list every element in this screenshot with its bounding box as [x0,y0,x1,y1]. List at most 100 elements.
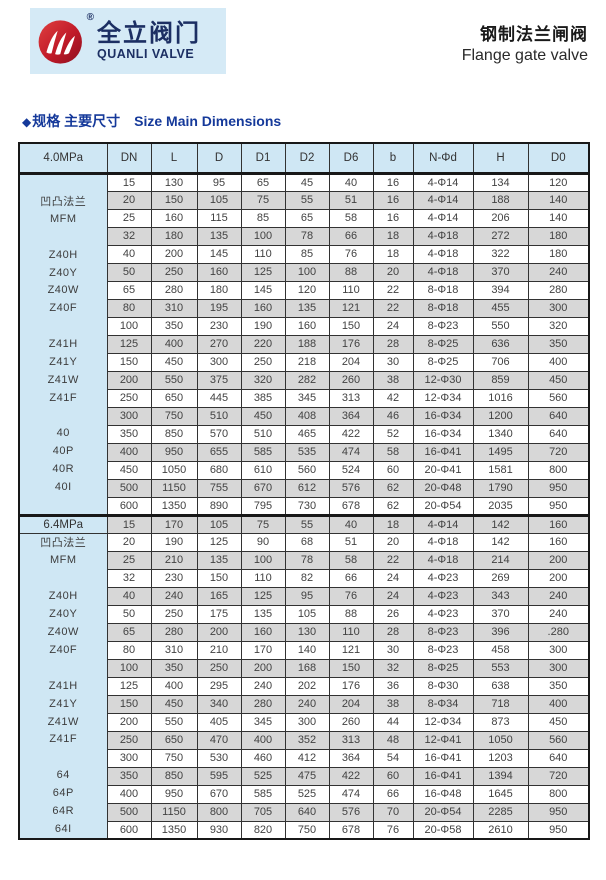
dimension-cell: 950 [150,784,198,804]
dimension-cell: 204 [328,694,374,714]
dimension-cell: 20 [106,532,152,552]
dimension-cell: 2035 [472,496,529,516]
model-label: Z40H [48,590,78,603]
dimension-cell: 270 [196,334,242,354]
dimension-cell: 4-Φ18 [412,550,474,570]
dimension-cell: 450 [106,460,152,480]
dimension-cell: 180 [196,280,242,300]
dimension-cell: 180 [527,244,590,264]
dimension-cell: 24 [372,586,414,606]
dimension-cell: 1200 [472,406,529,426]
dimension-cell: 200 [240,658,286,678]
dimension-cell: 150 [196,568,242,588]
dimension-cell: 210 [150,550,198,570]
dimension-cell: 422 [328,424,374,444]
dimension-cell: 16 [372,172,414,192]
table-row: 300 750 530 460 412 364 54 16-Φ41 1203 640 [19,748,590,768]
dimension-cell: 950 [527,820,590,840]
table-row: 400 950 655 585 535 474 58 16-Φ41 1495 720 [19,442,590,462]
dimension-cell: 40 [106,586,152,606]
dimension-cell: 405 [196,712,242,732]
dimension-cell: 200 [527,550,590,570]
model-label: 40 [56,427,70,440]
dimension-cell: 320 [240,370,286,390]
dimension-cell: 820 [240,820,286,840]
model-label: 64R [52,805,75,818]
dimension-cell: 16-Φ34 [412,424,474,444]
dimension-cell: 32 [372,658,414,678]
dimension-cell: 550 [150,370,198,390]
dimension-cell: 4-Φ14 [412,190,474,210]
dimension-cell: 230 [196,316,242,336]
dimension-cell: 636 [472,334,529,354]
dimension-cell: 300 [527,640,590,660]
dimension-cell: 525 [240,766,286,786]
dimension-cell: 730 [284,496,330,516]
dimension-cell: 206 [472,208,529,228]
dimension-cell: 640 [527,424,590,444]
dimension-cell: 65 [284,208,330,228]
dimension-cell: 553 [472,658,529,678]
dimension-cell: 280 [150,280,198,300]
table-row: 400 950 670 585 525 474 66 16-Φ48 1645 800 [19,784,590,804]
table-row: 450 1050 680 610 560 524 60 20-Φ41 1581 800 [19,460,590,480]
dimension-cell: 260 [328,370,374,390]
table-row: 500 1150 755 670 612 576 62 20-Φ48 1790 950 [19,478,590,498]
dimension-cell: 76 [372,820,414,840]
dimension-cell: 160 [527,513,590,534]
dimension-cell: 58 [328,550,374,570]
dimension-cell: 530 [196,748,242,768]
dimension-cell: 150 [150,190,198,210]
dimension-cell: 70 [372,802,414,822]
dimension-cell: 300 [527,298,590,318]
dimension-cell: 58 [328,208,374,228]
dimension-cell: 195 [196,298,242,318]
dimension-cell: 200 [196,622,242,642]
dimension-cell: 38 [372,694,414,714]
dimension-cell: 15 [106,172,152,192]
model-label: 64 [56,769,70,782]
dimension-cell: 458 [472,640,529,660]
dimension-cell: 32 [106,568,152,588]
model-label: 64P [52,787,74,800]
dimension-cell: 400 [150,334,198,354]
dimension-cell: 30 [372,640,414,660]
brand-header: ® 全立阀门 QUANLI VALVE [30,8,226,74]
page-title: 钢制法兰闸阀 Flange gate valve [462,20,588,65]
dimension-cell: 188 [284,334,330,354]
table-row: 125 400 270 220 188 176 28 8-Φ25 636 350 [19,334,590,354]
model-label: Z40F [49,302,78,315]
dimension-cell: 22 [372,298,414,318]
dimension-cell: 45 [284,172,330,192]
dimension-cell: 269 [472,568,529,588]
dimension-cell: 720 [527,766,590,786]
dimension-cell: 32 [106,226,152,246]
dimension-cell: 1350 [150,496,198,516]
dimension-cell: 20-Φ41 [412,460,474,480]
dimension-cell: 310 [150,640,198,660]
dimension-cell: 400 [527,694,590,714]
column-header: D1 [240,142,286,175]
table-row: 100 350 250 200 168 150 32 8-Φ25 553 300 [19,658,590,678]
dimension-cell: 51 [328,532,374,552]
dimension-cell: 250 [150,604,198,624]
dimension-cell: 1645 [472,784,529,804]
dimension-cell: 202 [284,676,330,696]
dimension-cell: 100 [106,658,152,678]
dimension-cell: 168 [284,658,330,678]
dimension-cell: 18 [372,226,414,246]
dimension-cell: 150 [328,658,374,678]
dimension-cell: 300 [284,712,330,732]
table-row: 凹凸法兰 MFM Z40H Z40Y Z40W Z40F Z41H Z41Y Z41W Z41F 6… [18,532,590,840]
model-label: Z41F [49,733,78,746]
dimension-cell: 55 [284,190,330,210]
dimension-cell: 12-Φ30 [412,370,474,390]
dimension-cell: 950 [527,496,590,516]
dimension-cell: 595 [196,766,242,786]
dimension-cell: 8-Φ34 [412,694,474,714]
dimension-cell: 260 [328,712,374,732]
dimension-cell: 170 [150,513,198,534]
dimension-cell: 125 [196,532,242,552]
dimension-cell: 650 [150,388,198,408]
dimension-cell: 240 [527,262,590,282]
